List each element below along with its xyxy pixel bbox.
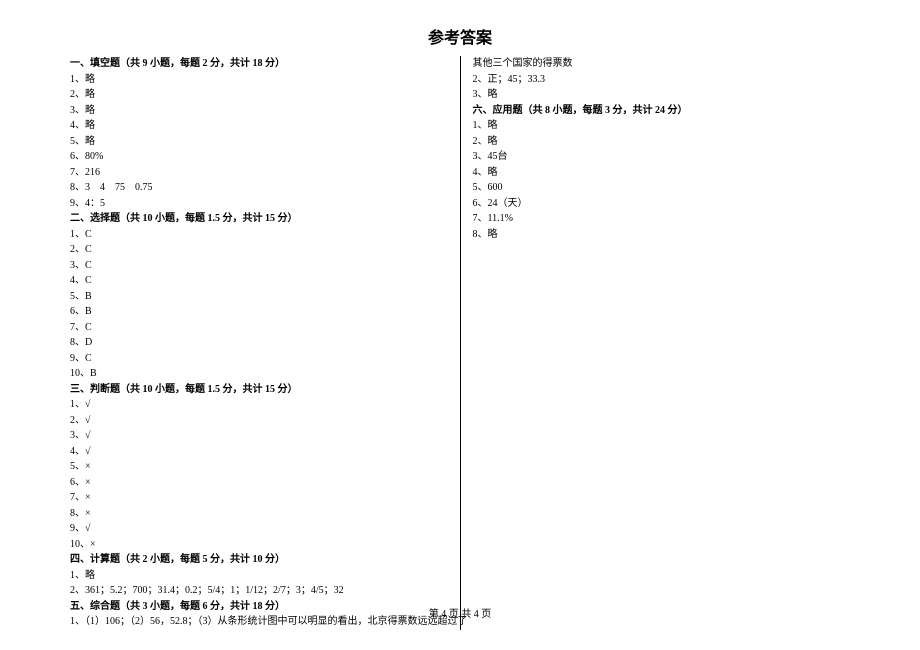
s6-a3: 3、45台 [473, 149, 851, 165]
s5-carry3: 3、略 [473, 87, 851, 103]
s2-a9: 9、C [70, 351, 448, 367]
s2-a4: 4、C [70, 273, 448, 289]
s6-a7: 7、11.1% [473, 211, 851, 227]
s1-a2: 2、略 [70, 87, 448, 103]
s1-a6: 6、80% [70, 149, 448, 165]
s6-a4: 4、略 [473, 165, 851, 181]
s4-a1: 1、略 [70, 568, 448, 584]
s3-a6: 6、× [70, 475, 448, 491]
s3-a2: 2、√ [70, 413, 448, 429]
left-column: 一、填空题（共 9 小题，每题 2 分，共计 18 分） 1、略 2、略 3、略… [70, 56, 460, 630]
s6-a5: 5、600 [473, 180, 851, 196]
s2-a2: 2、C [70, 242, 448, 258]
section4-header: 四、计算题（共 2 小题，每题 5 分，共计 10 分） [70, 552, 448, 568]
section6-header: 六、应用题（共 8 小题，每题 3 分，共计 24 分） [473, 103, 851, 119]
s1-a1: 1、略 [70, 72, 448, 88]
section3-header: 三、判断题（共 10 小题，每题 1.5 分，共计 15 分） [70, 382, 448, 398]
s6-a8: 8、略 [473, 227, 851, 243]
s2-a1: 1、C [70, 227, 448, 243]
section1-header: 一、填空题（共 9 小题，每题 2 分，共计 18 分） [70, 56, 448, 72]
s3-a5: 5、× [70, 459, 448, 475]
s5-carry2: 2、正；45；33.3 [473, 72, 851, 88]
s6-a2: 2、略 [473, 134, 851, 150]
s2-a7: 7、C [70, 320, 448, 336]
s6-a6: 6、24（天） [473, 196, 851, 212]
s2-a3: 3、C [70, 258, 448, 274]
s5-carry1: 其他三个国家的得票数 [473, 56, 851, 72]
s2-a10: 10、B [70, 366, 448, 382]
s3-a10: 10、× [70, 537, 448, 553]
s3-a4: 4、√ [70, 444, 448, 460]
s2-a5: 5、B [70, 289, 448, 305]
s2-a6: 6、B [70, 304, 448, 320]
content-columns: 一、填空题（共 9 小题，每题 2 分，共计 18 分） 1、略 2、略 3、略… [70, 56, 850, 630]
s1-a7: 7、216 [70, 165, 448, 181]
s3-a3: 3、√ [70, 428, 448, 444]
s1-a8: 8、3 4 75 0.75 [70, 180, 448, 196]
s1-a9: 9、4：5 [70, 196, 448, 212]
s3-a1: 1、√ [70, 397, 448, 413]
page-footer: 第 4 页 共 4 页 [0, 605, 920, 620]
page-title: 参考答案 [70, 24, 850, 48]
s2-a8: 8、D [70, 335, 448, 351]
s3-a8: 8、× [70, 506, 448, 522]
s1-a3: 3、略 [70, 103, 448, 119]
s3-a9: 9、√ [70, 521, 448, 537]
section2-header: 二、选择题（共 10 小题，每题 1.5 分，共计 15 分） [70, 211, 448, 227]
s3-a7: 7、× [70, 490, 448, 506]
s6-a1: 1、略 [473, 118, 851, 134]
s4-a2: 2、361；5.2；700；31.4；0.2；5/4；1；1/12；2/7；3；… [70, 583, 448, 599]
s1-a4: 4、略 [70, 118, 448, 134]
right-column: 其他三个国家的得票数 2、正；45；33.3 3、略 六、应用题（共 8 小题，… [460, 56, 851, 630]
s1-a5: 5、略 [70, 134, 448, 150]
page-container: 参考答案 一、填空题（共 9 小题，每题 2 分，共计 18 分） 1、略 2、… [0, 0, 920, 650]
